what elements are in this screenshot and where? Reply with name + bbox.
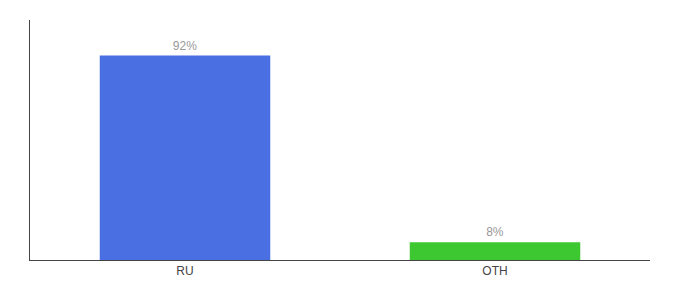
svg-text:RU: RU	[176, 264, 193, 278]
svg-text:92%: 92%	[173, 39, 197, 53]
svg-text:OTH: OTH	[482, 264, 507, 278]
svg-text:8%: 8%	[486, 225, 504, 239]
